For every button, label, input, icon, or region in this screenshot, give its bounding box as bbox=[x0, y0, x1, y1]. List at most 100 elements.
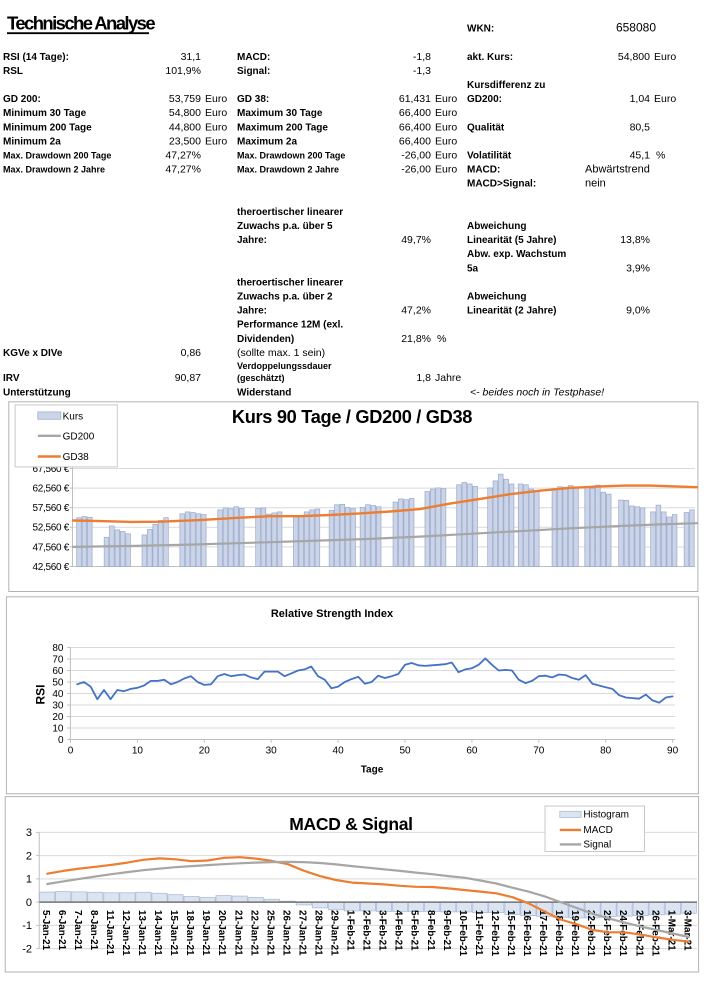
svg-text:WKN:: WKN: bbox=[467, 24, 494, 35]
svg-text:3: 3 bbox=[26, 827, 32, 839]
svg-text:1-Mar-21: 1-Mar-21 bbox=[665, 910, 676, 951]
svg-text:GD38: GD38 bbox=[63, 452, 90, 463]
svg-text:90: 90 bbox=[667, 746, 679, 757]
svg-text:-2: -2 bbox=[22, 943, 32, 955]
svg-text:30: 30 bbox=[52, 701, 64, 712]
svg-text:26-Feb-21: 26-Feb-21 bbox=[649, 910, 660, 957]
svg-text:-1,8: -1,8 bbox=[413, 51, 431, 63]
svg-text:27-Jan-21: 27-Jan-21 bbox=[296, 910, 307, 956]
svg-text:-26,00: -26,00 bbox=[401, 164, 431, 176]
svg-text:-1,3: -1,3 bbox=[413, 65, 431, 77]
svg-text:-1: -1 bbox=[22, 920, 32, 932]
svg-text:8-Jan-21: 8-Jan-21 bbox=[88, 910, 99, 951]
svg-text:Unterstützung: Unterstützung bbox=[3, 388, 71, 399]
svg-text:Euro: Euro bbox=[435, 135, 457, 147]
svg-text:GD200:: GD200: bbox=[467, 94, 502, 105]
svg-text:0: 0 bbox=[68, 746, 74, 757]
svg-text:Euro: Euro bbox=[205, 93, 227, 105]
svg-text:Tage: Tage bbox=[361, 765, 384, 776]
svg-text:Verdoppelungssdauer: Verdoppelungssdauer bbox=[237, 361, 332, 371]
svg-text:Kursdifferenz zu: Kursdifferenz zu bbox=[467, 80, 545, 91]
svg-text:4-Feb-21: 4-Feb-21 bbox=[393, 910, 404, 951]
svg-text:11-Feb-21: 11-Feb-21 bbox=[473, 910, 484, 956]
svg-text:Zuwachs p.a. über 2: Zuwachs p.a. über 2 bbox=[237, 292, 333, 303]
svg-text:23-Feb-21: 23-Feb-21 bbox=[601, 910, 612, 957]
svg-text:Max. Drawdown 200 Tage: Max. Drawdown 200 Tage bbox=[237, 151, 345, 161]
svg-text:21-Jan-21: 21-Jan-21 bbox=[232, 910, 243, 956]
svg-text:-26,00: -26,00 bbox=[401, 150, 431, 162]
svg-text:Histogram: Histogram bbox=[583, 810, 629, 821]
svg-text:20-Jan-21: 20-Jan-21 bbox=[216, 910, 227, 956]
svg-text:42,560 €: 42,560 € bbox=[32, 562, 69, 573]
svg-text:1,04: 1,04 bbox=[630, 93, 651, 105]
svg-text:54,800: 54,800 bbox=[618, 51, 650, 63]
svg-text:5-Jan-21: 5-Jan-21 bbox=[40, 910, 51, 951]
svg-text:66,400: 66,400 bbox=[399, 121, 431, 133]
svg-text:19-Feb-21: 19-Feb-21 bbox=[569, 910, 580, 957]
svg-text:80,5: 80,5 bbox=[630, 121, 651, 133]
svg-text:MACD>Signal:: MACD>Signal: bbox=[467, 179, 536, 190]
svg-text:Widerstand: Widerstand bbox=[237, 388, 291, 399]
svg-text:60: 60 bbox=[466, 746, 478, 757]
svg-text:20: 20 bbox=[199, 746, 211, 757]
svg-text:66,400: 66,400 bbox=[399, 135, 431, 147]
svg-text:13-Jan-21: 13-Jan-21 bbox=[136, 910, 147, 956]
svg-text:GD 200:: GD 200: bbox=[3, 94, 41, 105]
svg-text:5-Feb-21: 5-Feb-21 bbox=[409, 910, 420, 951]
svg-text:MACD: MACD bbox=[583, 825, 612, 836]
svg-text:47,27%: 47,27% bbox=[165, 164, 201, 176]
svg-text:Euro: Euro bbox=[205, 107, 227, 119]
svg-text:11-Jan-21: 11-Jan-21 bbox=[104, 910, 115, 956]
svg-text:31,1: 31,1 bbox=[181, 51, 202, 63]
svg-text:Signal:: Signal: bbox=[237, 66, 270, 77]
svg-text:Minimum 2a: Minimum 2a bbox=[3, 136, 61, 147]
svg-text:12-Jan-21: 12-Jan-21 bbox=[120, 910, 131, 956]
svg-text:Abweichung: Abweichung bbox=[467, 221, 526, 232]
svg-text:2-Feb-21: 2-Feb-21 bbox=[361, 910, 372, 951]
svg-text:Minimum 200 Tage: Minimum 200 Tage bbox=[3, 122, 92, 133]
svg-text:22-Jan-21: 22-Jan-21 bbox=[248, 910, 259, 956]
svg-text:Abw. exp. Wachstum: Abw. exp. Wachstum bbox=[467, 249, 566, 260]
svg-text:MACD:: MACD: bbox=[467, 165, 500, 176]
svg-text:47,27%: 47,27% bbox=[165, 150, 201, 162]
svg-text:Relative Strength Index: Relative Strength Index bbox=[271, 608, 394, 620]
svg-text:1: 1 bbox=[26, 874, 32, 886]
svg-text:Zuwachs p.a. über 5: Zuwachs p.a. über 5 bbox=[237, 221, 333, 232]
svg-text:<- beides noch in Testphase!: <- beides noch in Testphase! bbox=[470, 387, 604, 399]
svg-text:%: % bbox=[437, 333, 446, 345]
svg-text:10: 10 bbox=[132, 746, 144, 757]
svg-text:0: 0 bbox=[58, 735, 64, 746]
svg-text:8-Feb-21: 8-Feb-21 bbox=[425, 910, 436, 951]
svg-text:(geschätzt): (geschätzt) bbox=[237, 373, 285, 383]
svg-text:0: 0 bbox=[26, 897, 32, 909]
svg-text:Euro: Euro bbox=[435, 164, 457, 176]
svg-text:Dividenden): Dividenden) bbox=[237, 334, 294, 345]
svg-text:Linearität (2 Jahre): Linearität (2 Jahre) bbox=[467, 306, 556, 317]
svg-text:akt. Kurs:: akt. Kurs: bbox=[467, 52, 513, 63]
svg-text:61,431: 61,431 bbox=[399, 93, 431, 105]
svg-text:Jahre: Jahre bbox=[435, 372, 461, 384]
svg-text:45,1: 45,1 bbox=[630, 150, 651, 162]
svg-text:GD200: GD200 bbox=[63, 431, 95, 442]
svg-text:Euro: Euro bbox=[654, 51, 676, 63]
svg-text:50: 50 bbox=[399, 746, 411, 757]
svg-text:25-Jan-21: 25-Jan-21 bbox=[264, 910, 275, 956]
svg-text:Euro: Euro bbox=[435, 150, 457, 162]
svg-text:Kurs: Kurs bbox=[63, 411, 84, 422]
svg-text:50: 50 bbox=[52, 678, 64, 689]
svg-text:44,800: 44,800 bbox=[169, 121, 201, 133]
svg-text:RSI (14 Tage):: RSI (14 Tage): bbox=[3, 52, 69, 63]
svg-text:theroertischer linearer: theroertischer linearer bbox=[237, 277, 343, 288]
svg-text:15-Feb-21: 15-Feb-21 bbox=[505, 910, 516, 957]
svg-text:29-Jan-21: 29-Jan-21 bbox=[329, 910, 340, 956]
svg-text:57,560 €: 57,560 € bbox=[32, 503, 69, 514]
svg-text:28-Jan-21: 28-Jan-21 bbox=[313, 910, 324, 956]
svg-text:12-Feb-21: 12-Feb-21 bbox=[489, 910, 500, 957]
svg-text:1,8: 1,8 bbox=[416, 372, 431, 384]
svg-text:15-Jan-21: 15-Jan-21 bbox=[168, 910, 179, 956]
svg-text:9-Feb-21: 9-Feb-21 bbox=[441, 910, 452, 951]
svg-text:70: 70 bbox=[52, 655, 64, 666]
svg-text:6-Jan-21: 6-Jan-21 bbox=[56, 910, 67, 951]
svg-text:22-Feb-21: 22-Feb-21 bbox=[585, 910, 596, 957]
svg-text:17-Feb-21: 17-Feb-21 bbox=[537, 910, 548, 957]
